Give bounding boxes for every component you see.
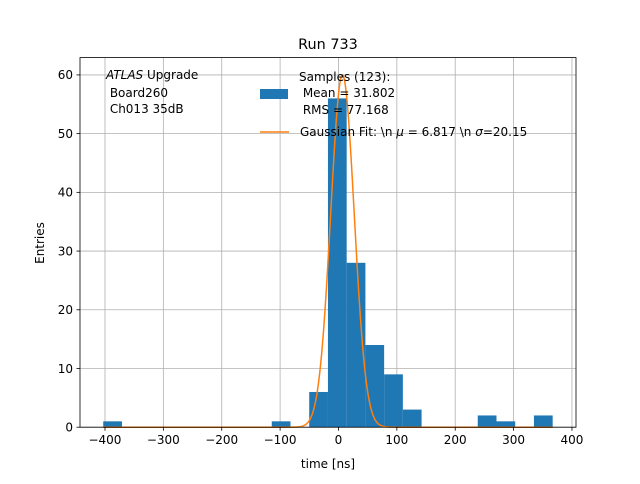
board-label: Board260 [106, 86, 168, 100]
chart-title: Run 733 [298, 37, 358, 53]
y-axis-ticks: 0 10 20 30 40 50 60 [58, 68, 80, 435]
histogram-bar [533, 415, 553, 428]
histogram-bar [365, 345, 385, 428]
x-tick-label: 0 [335, 433, 343, 447]
x-tick-label: 400 [561, 433, 584, 447]
x-axis-ticks: −400 −300 −200 −100 0 100 200 300 400 [88, 427, 583, 447]
atlas-annotation: ATLAS Upgrade Board260 Ch013 35dB [105, 68, 198, 116]
histogram-bar [477, 415, 497, 428]
axes-frame [79, 57, 577, 428]
legend-fit: Gaussian Fit: \n μ = 6.817 \n σ=20.15 [300, 125, 527, 139]
histogram-bar [327, 98, 347, 428]
legend-mean: Mean = 31.802 [299, 86, 395, 100]
legend-rms: RMS = 77.168 [299, 103, 389, 117]
y-tick-label: 40 [58, 186, 73, 200]
x-axis-label: time [ns] [301, 457, 355, 471]
y-tick-label: 50 [58, 127, 73, 141]
histogram-bar [309, 391, 328, 428]
legend-hist-swatch [260, 89, 288, 99]
histogram-bar [271, 421, 291, 428]
x-tick-label: −200 [205, 433, 238, 447]
histogram-bar [496, 421, 516, 428]
x-tick-label: 200 [444, 433, 467, 447]
legend-samples: Samples (123): [299, 70, 390, 84]
x-tick-label: 100 [385, 433, 408, 447]
y-tick-label: 30 [58, 244, 73, 258]
histogram-bar [384, 374, 403, 428]
x-tick-label: −100 [264, 433, 297, 447]
upgrade-label: Upgrade [143, 68, 198, 82]
x-tick-label: −300 [147, 433, 180, 447]
histogram-bar [346, 262, 366, 428]
x-tick-label: −400 [88, 433, 121, 447]
y-tick-label: 10 [58, 362, 73, 376]
histogram-bar [402, 409, 422, 428]
histogram-bar [103, 421, 122, 428]
channel-label: Ch013 35dB [106, 102, 184, 116]
y-tick-label: 60 [58, 68, 73, 82]
y-axis-label: Entries [33, 222, 47, 264]
y-tick-label: 20 [58, 303, 73, 317]
legend: Samples (123): Mean = 31.802 RMS = 77.16… [260, 70, 527, 139]
svg-text:ATLAS Upgrade: ATLAS Upgrade [105, 68, 198, 82]
atlas-label: ATLAS [105, 68, 144, 82]
x-tick-label: 300 [502, 433, 525, 447]
y-tick-label: 0 [65, 421, 73, 435]
